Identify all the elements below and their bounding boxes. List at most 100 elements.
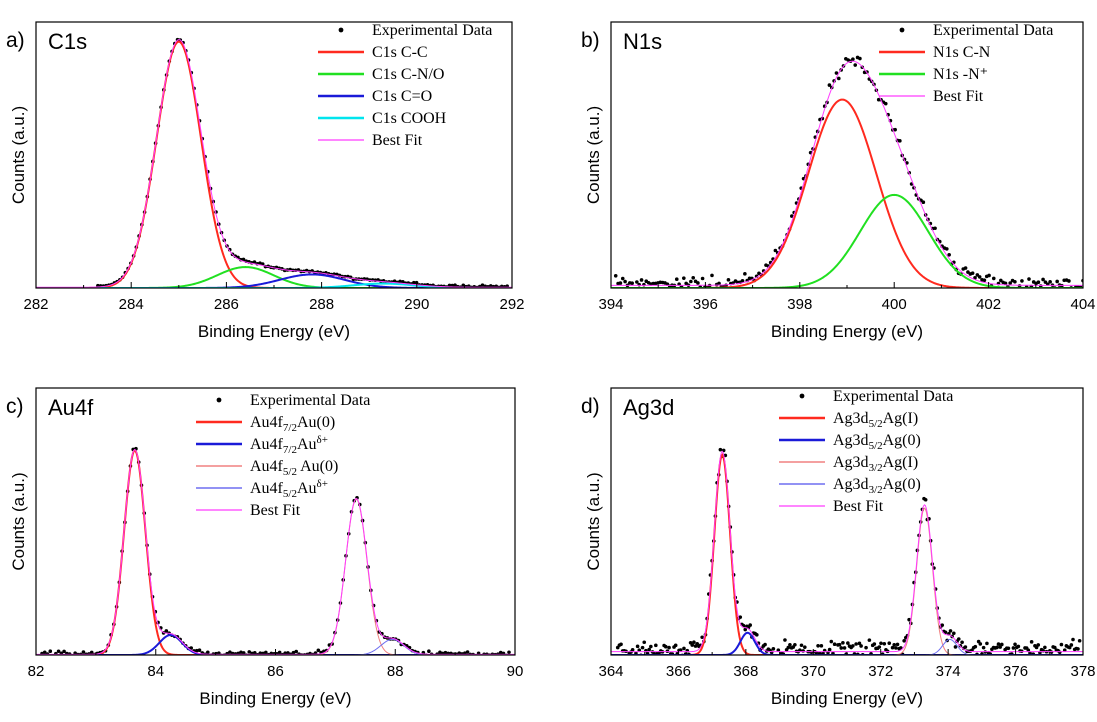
data-point (892, 642, 897, 647)
data-point (654, 643, 658, 648)
data-point (1048, 280, 1052, 284)
data-point (194, 648, 199, 653)
panel-letter: a) (6, 29, 25, 52)
data-point (642, 282, 646, 287)
data-point (947, 253, 951, 257)
data-point (673, 643, 678, 648)
data-point (877, 645, 882, 649)
legend-label: Ag3d5/2Ag(0) (833, 432, 921, 452)
data-point (1067, 645, 1072, 650)
data-point (1013, 279, 1017, 284)
data-point (412, 280, 416, 285)
x-tick-label: 86 (267, 663, 284, 680)
x-tick-label: 378 (1070, 663, 1095, 680)
legend: Experimental Data Ag3d5/2Ag(I)Ag3d5/2Ag(0… (779, 388, 953, 515)
x-tick-label: 292 (499, 296, 524, 313)
data-point (894, 646, 898, 650)
data-point (995, 645, 999, 650)
data-point (453, 283, 457, 287)
y-axis-label: Counts (a.u.) (584, 106, 603, 204)
x-tick-label: 400 (882, 296, 907, 313)
plot-frame (610, 387, 1084, 656)
data-point (882, 641, 887, 646)
data-point (837, 642, 842, 647)
data-point (985, 641, 989, 646)
data-point (842, 646, 847, 650)
data-point (690, 643, 695, 647)
legend-label: N1s C-N (933, 44, 991, 61)
data-point (786, 645, 791, 650)
x-tick-label: 288 (309, 296, 334, 313)
data-point (427, 649, 431, 653)
data-point (811, 656, 815, 660)
data-point (56, 649, 61, 654)
data-point (827, 647, 832, 652)
legend-label: C1s C-N/O (372, 66, 444, 83)
data-point (1027, 277, 1031, 281)
data-point (507, 650, 511, 655)
x-tick-label: 366 (666, 663, 691, 680)
x-tick-label: 394 (598, 296, 623, 313)
data-point (921, 200, 926, 205)
data-point (1036, 280, 1041, 285)
data-point (879, 641, 883, 646)
data-point (689, 279, 693, 284)
data-point (827, 83, 832, 87)
data-point (755, 633, 759, 637)
panel-au4f: 82 84 86 88 90 Binding Energy (eV) Counts (a.u… (6, 387, 524, 708)
data-point (977, 275, 982, 279)
data-point (836, 76, 841, 81)
fit-component-line (36, 266, 512, 288)
data-point (963, 266, 968, 270)
data-point (1000, 642, 1004, 647)
data-point (401, 279, 405, 284)
x-axis-label: Binding Energy (eV) (199, 689, 351, 708)
x-tick-label: 290 (404, 296, 429, 313)
data-point (1003, 281, 1008, 286)
data-point (898, 139, 902, 143)
data-point (907, 617, 911, 622)
data-point (277, 650, 282, 655)
fit-component-line (611, 507, 1083, 655)
legend-marker (216, 397, 222, 403)
data-point (839, 646, 844, 650)
data-point (252, 651, 257, 655)
panel-title: N1s (623, 29, 662, 54)
x-tick-label: 88 (387, 663, 404, 680)
data-point (1076, 647, 1080, 651)
data-point (1020, 279, 1024, 283)
legend-label: Ag3d5/2Ag(I) (833, 410, 918, 430)
x-tick-label: 82 (28, 663, 45, 680)
legend-marker (899, 27, 905, 33)
data-point (987, 273, 991, 278)
x-tick-label: 282 (23, 296, 48, 313)
data-point (866, 655, 870, 659)
data-point (630, 648, 635, 652)
data-point (1061, 656, 1065, 660)
plot-frame (35, 21, 513, 289)
data-point (81, 650, 86, 654)
data-point (42, 650, 47, 655)
data-point (859, 644, 863, 648)
x-axis-label: Binding Energy (eV) (198, 322, 350, 341)
y-axis-label: Counts (a.u.) (9, 472, 28, 570)
panel-ag3d: 364 366 368 370 372 374 376 378 Binding Energy (… (581, 387, 1096, 708)
legend-label: Experimental Data (372, 22, 492, 39)
data-point (846, 641, 850, 645)
data-point (613, 273, 618, 278)
legend-label: Best Fit (833, 498, 884, 515)
data-point (867, 638, 872, 642)
data-point (809, 650, 814, 655)
data-point (940, 623, 945, 627)
data-point (1059, 642, 1064, 647)
data-point (674, 277, 679, 281)
data-point (1013, 642, 1017, 647)
data-point (642, 640, 647, 645)
data-point (1049, 650, 1054, 654)
panel-title: Au4f (48, 395, 94, 420)
x-tick-label: 90 (507, 663, 524, 680)
data-point (164, 629, 169, 633)
data-point (630, 281, 634, 286)
data-point (619, 642, 623, 647)
